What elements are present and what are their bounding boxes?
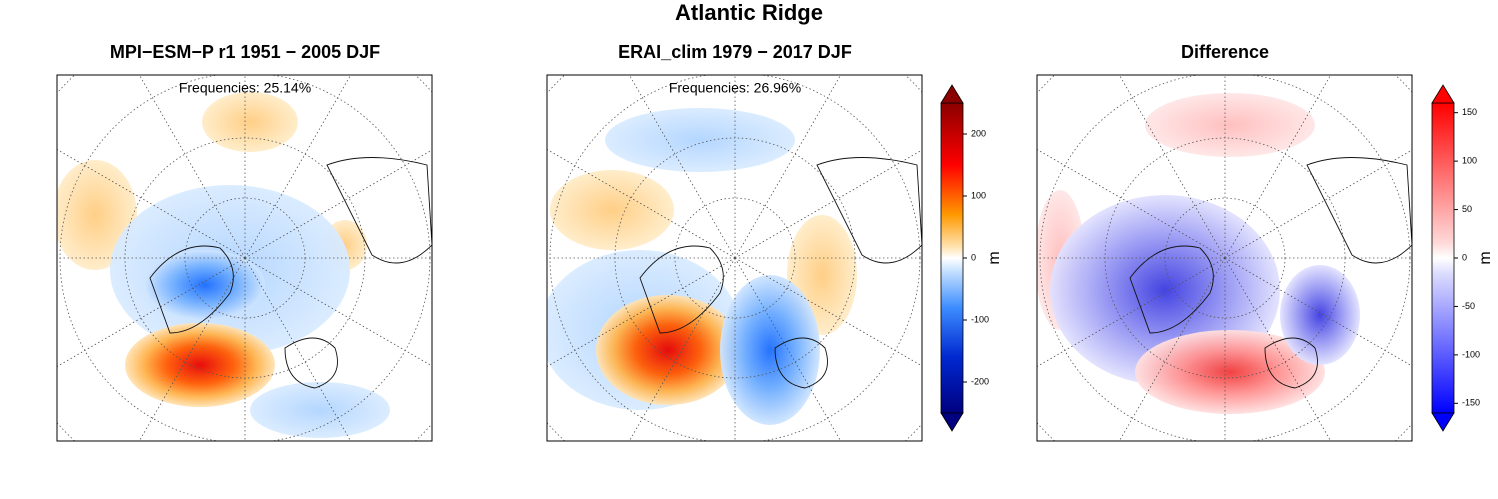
- colorbar-tick-label: -100: [1462, 349, 1480, 359]
- anomaly-field: [1145, 93, 1315, 157]
- meridian: [734, 75, 842, 259]
- map-field: [1037, 75, 1412, 441]
- map-panel: [546, 74, 923, 442]
- map-field: [547, 75, 922, 441]
- anomaly-field: [720, 275, 820, 425]
- frequency-annotation: Frequencies: 26.96%: [669, 80, 801, 96]
- coastline: [1129, 157, 1412, 389]
- meridian: [628, 257, 736, 441]
- colorbar-tick-label: 50: [1462, 204, 1472, 214]
- colorbar-tick-label: -50: [1462, 301, 1475, 311]
- colorbar-unit: m: [986, 251, 1003, 264]
- panel-title: ERAI_clim 1979 − 2017 DJF: [618, 42, 852, 62]
- panel-title: MPI−ESM−P r1 1951 − 2005 DJF: [110, 42, 380, 62]
- colorbar-extend-bottom: [940, 412, 964, 432]
- meridian: [244, 75, 352, 259]
- colorbar: [1431, 102, 1455, 414]
- colorbar: [940, 102, 964, 414]
- colorbar-tick-label: -150: [1462, 398, 1480, 408]
- anomaly-field: [250, 382, 390, 438]
- meridian: [628, 75, 736, 259]
- panel-title: Difference: [1181, 42, 1269, 62]
- anomaly-field: [550, 170, 674, 250]
- anomaly-field: [605, 108, 795, 172]
- colorbar-tick-label: 0: [971, 252, 976, 262]
- anomaly-field: [596, 295, 740, 405]
- meridian: [1224, 257, 1332, 441]
- meridian: [1118, 257, 1226, 441]
- coastline: [639, 157, 922, 389]
- anomaly-field: [125, 323, 275, 407]
- colorbar-tick-label: -100: [971, 314, 989, 324]
- meridian: [57, 148, 246, 259]
- meridian: [1037, 257, 1226, 368]
- meridian: [1224, 75, 1332, 259]
- meridian: [734, 149, 922, 259]
- map-frame: [546, 74, 923, 442]
- anomaly-field: [145, 250, 265, 320]
- meridian: [734, 257, 842, 441]
- anomaly-field: [202, 92, 298, 152]
- coastline: [149, 157, 432, 389]
- meridian: [138, 257, 246, 441]
- meridian: [244, 149, 432, 259]
- colorbar-extend-top: [940, 84, 964, 104]
- colorbar-tick-label: 100: [1462, 156, 1477, 166]
- meridian: [138, 75, 246, 259]
- colorbar-extend-bottom: [1431, 412, 1455, 432]
- meridian: [1037, 148, 1226, 259]
- anomaly-field: [1280, 265, 1360, 365]
- meridian: [547, 148, 736, 259]
- figure-title: Atlantic Ridge: [675, 0, 823, 25]
- meridian: [734, 257, 922, 367]
- map-frame: [56, 74, 433, 442]
- meridian: [1224, 149, 1412, 259]
- colorbar-tick-label: 0: [1462, 252, 1467, 262]
- meridian: [1118, 75, 1226, 259]
- meridian: [57, 257, 246, 368]
- meridian: [547, 257, 736, 368]
- map-frame: [1036, 74, 1413, 442]
- map-field: [57, 75, 432, 441]
- meridian: [244, 257, 352, 441]
- colorbar-tick-label: 100: [971, 190, 986, 200]
- colorbar-tick-label: -200: [971, 376, 989, 386]
- colorbar-unit: m: [1477, 251, 1494, 264]
- colorbar-extend-top: [1431, 84, 1455, 104]
- meridian: [1224, 257, 1412, 367]
- colorbar-tick-label: 200: [971, 128, 986, 138]
- map-panel: [56, 74, 433, 442]
- map-panel: [1036, 74, 1413, 442]
- meridian: [244, 257, 432, 367]
- anomaly-field: [1135, 330, 1325, 414]
- frequency-annotation: Frequencies: 25.14%: [179, 80, 311, 96]
- colorbar-tick-label: 150: [1462, 107, 1477, 117]
